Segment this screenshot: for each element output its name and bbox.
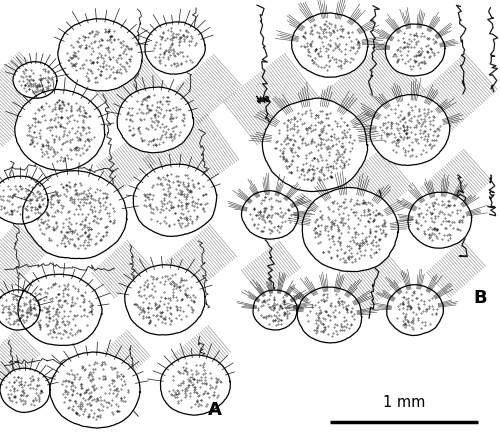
- Polygon shape: [0, 290, 40, 330]
- Polygon shape: [262, 98, 368, 191]
- Text: A: A: [208, 401, 222, 419]
- Polygon shape: [133, 164, 217, 236]
- Polygon shape: [242, 191, 298, 239]
- Polygon shape: [253, 290, 297, 330]
- Polygon shape: [58, 19, 142, 91]
- Polygon shape: [160, 355, 230, 415]
- Polygon shape: [5, 5, 248, 435]
- Polygon shape: [117, 87, 194, 153]
- Polygon shape: [370, 95, 450, 165]
- Polygon shape: [302, 187, 398, 271]
- Polygon shape: [408, 192, 472, 248]
- Text: B: B: [473, 289, 487, 307]
- Polygon shape: [15, 89, 105, 171]
- Text: 1 mm: 1 mm: [383, 395, 425, 410]
- Polygon shape: [297, 287, 362, 343]
- Polygon shape: [386, 24, 445, 76]
- Polygon shape: [386, 285, 444, 335]
- Polygon shape: [22, 171, 127, 259]
- Polygon shape: [124, 265, 205, 335]
- Polygon shape: [50, 352, 140, 428]
- Polygon shape: [145, 22, 206, 74]
- Polygon shape: [292, 13, 368, 77]
- Polygon shape: [13, 62, 57, 98]
- Polygon shape: [0, 176, 48, 224]
- Polygon shape: [18, 274, 102, 345]
- Polygon shape: [0, 368, 50, 412]
- Polygon shape: [260, 5, 495, 340]
